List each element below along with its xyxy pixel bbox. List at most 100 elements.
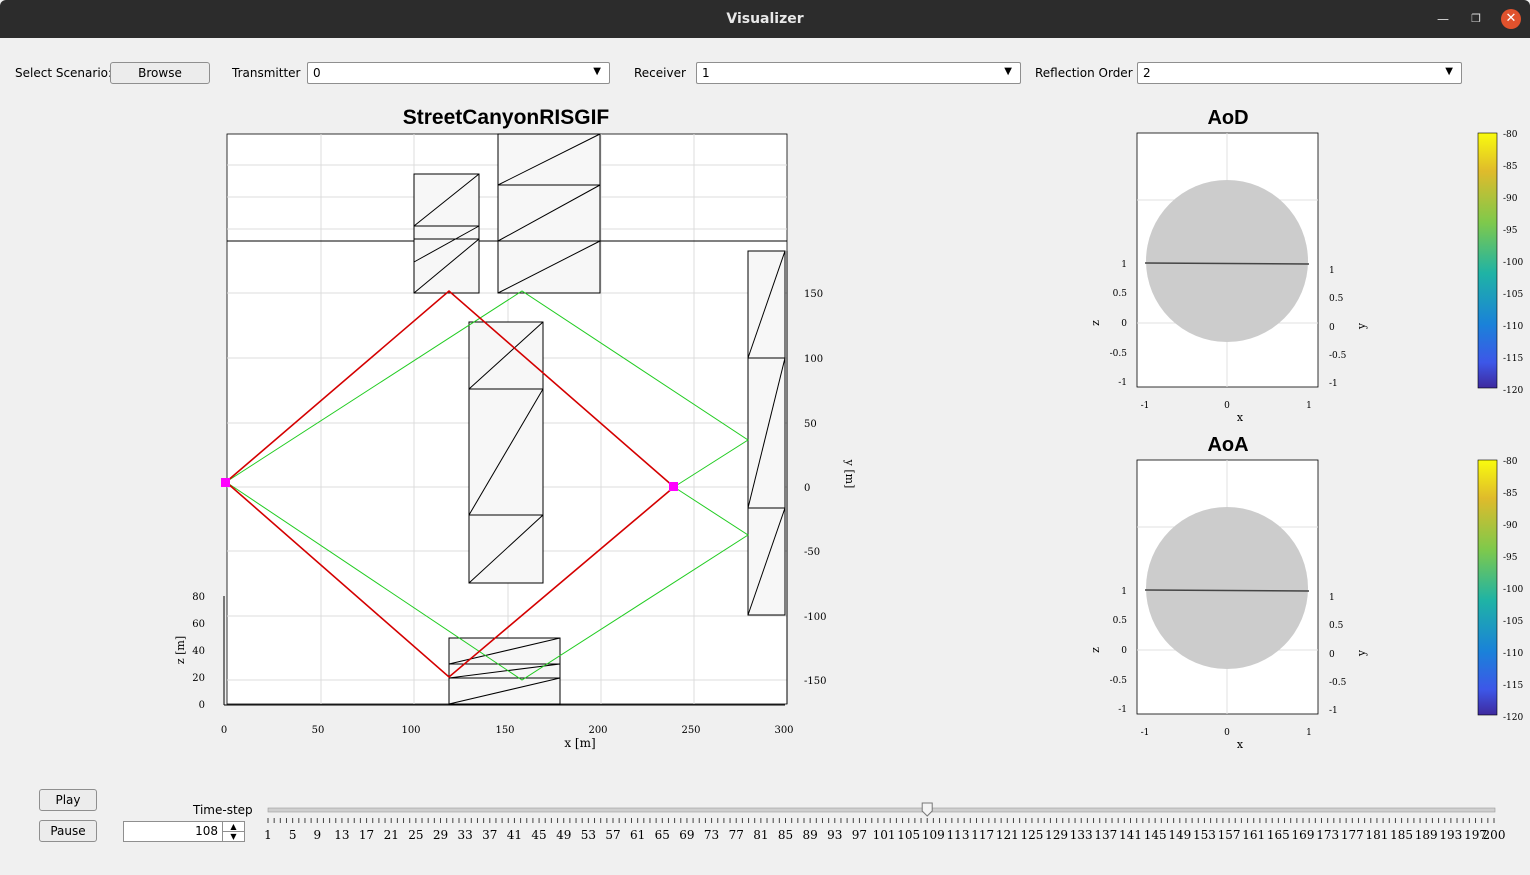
slider-tick-label: 9 xyxy=(313,828,321,842)
slider-thumb[interactable] xyxy=(921,802,933,817)
svg-text:-90: -90 xyxy=(1503,194,1518,204)
svg-text:-1: -1 xyxy=(1141,401,1150,411)
svg-text:-1: -1 xyxy=(1329,379,1338,389)
slider-tick-label: 121 xyxy=(996,828,1019,842)
svg-text:-100: -100 xyxy=(804,612,826,623)
receiver-dropdown[interactable]: 1 ▼ xyxy=(696,62,1021,84)
svg-text:80: 80 xyxy=(192,592,205,603)
transmitter-dropdown[interactable]: 0 ▼ xyxy=(307,62,610,84)
aod-x-ticks: -1 0 1 xyxy=(1141,401,1312,411)
aoa-x-label: x xyxy=(1237,738,1244,751)
slider-tick-marks xyxy=(267,818,1495,823)
svg-text:-80: -80 xyxy=(1503,130,1518,140)
slider-tick-label: 89 xyxy=(803,828,818,842)
svg-text:0: 0 xyxy=(1329,650,1335,660)
slider-tick-label: 53 xyxy=(581,828,596,842)
svg-text:-120: -120 xyxy=(1503,386,1523,396)
svg-text:60: 60 xyxy=(192,619,205,630)
svg-text:-100: -100 xyxy=(1503,258,1523,268)
aoa-z-label: z xyxy=(1089,647,1102,653)
timestep-spinbox[interactable]: 108 ▲ ▼ xyxy=(123,821,245,842)
y-axis-label: y [m] xyxy=(843,459,856,489)
svg-text:0.5: 0.5 xyxy=(1329,621,1344,631)
svg-text:-0.5: -0.5 xyxy=(1110,676,1128,686)
spin-up-icon[interactable]: ▲ xyxy=(222,822,244,832)
svg-text:0: 0 xyxy=(221,725,227,736)
slider-tick-label: 105 xyxy=(897,828,920,842)
aoa-colorbar: -80 -85 -90 -95 -100 -105 -110 -115 -120 xyxy=(1477,457,1523,723)
aoa-sphere xyxy=(1146,507,1308,669)
slider-tick-label: 1 xyxy=(264,828,272,842)
svg-text:-1: -1 xyxy=(1329,706,1338,716)
aoa-plot[interactable]: AoA -1 0 1 x 1 0.5 0 -0.5 -1 z 1 0.5 0 -… xyxy=(1089,434,1368,751)
x-axis-ticks: 0 50 100 150 200 250 300 xyxy=(221,725,794,736)
svg-text:-115: -115 xyxy=(1503,354,1523,364)
select-scenario-label: Select Scenario: xyxy=(15,66,113,80)
minimize-icon[interactable]: — xyxy=(1437,12,1449,26)
receiver-node[interactable] xyxy=(669,482,678,491)
svg-text:-0.5: -0.5 xyxy=(1329,351,1347,361)
svg-text:150: 150 xyxy=(804,289,823,300)
slider-tick-labels: 1 5 9 13 17 21 25 29 33 37 41 45 49 53 57 61 65 69 73 77 81 8… xyxy=(264,828,1505,842)
slider-tick-label: 81 xyxy=(753,828,768,842)
transmitter-value: 0 xyxy=(313,66,321,80)
slider-tick-label: 109 xyxy=(922,828,945,842)
slider-tick-label: 13 xyxy=(334,828,349,842)
slider-tick-label: 21 xyxy=(384,828,399,842)
slider-track[interactable] xyxy=(267,807,1496,813)
svg-text:0: 0 xyxy=(1224,728,1230,738)
main-plot[interactable]: StreetCanyonRISGIF xyxy=(174,106,856,750)
slider-tick-label: 165 xyxy=(1267,828,1290,842)
first-order-paths xyxy=(225,289,675,679)
reflection-order-dropdown[interactable]: 2 ▼ xyxy=(1137,62,1462,84)
slider-tick-label: 17 xyxy=(359,828,374,842)
svg-text:0: 0 xyxy=(804,483,810,494)
aoa-x-ticks: -1 0 1 xyxy=(1141,728,1312,738)
svg-text:-105: -105 xyxy=(1503,617,1523,627)
slider-tick-label: 101 xyxy=(873,828,896,842)
timestep-slider[interactable]: 1 5 9 13 17 21 25 29 33 37 41 45 49 53 57 61 65 69 73 77 81 8… xyxy=(264,802,1505,842)
svg-text:100: 100 xyxy=(401,725,420,736)
aoa-y-ticks: 1 0.5 0 -0.5 -1 xyxy=(1329,593,1347,716)
svg-text:0: 0 xyxy=(1329,323,1335,333)
svg-text:-90: -90 xyxy=(1503,521,1518,531)
browse-button[interactable]: Browse xyxy=(110,62,210,84)
svg-text:-95: -95 xyxy=(1503,226,1518,236)
spin-down-icon[interactable]: ▼ xyxy=(222,832,244,842)
close-icon[interactable]: ✕ xyxy=(1501,9,1521,29)
svg-text:20: 20 xyxy=(192,673,205,684)
svg-text:0.5: 0.5 xyxy=(1113,616,1128,626)
svg-text:-1: -1 xyxy=(1141,728,1150,738)
slider-tick-label: 193 xyxy=(1439,828,1462,842)
slider-tick-label: 137 xyxy=(1094,828,1117,842)
svg-text:100: 100 xyxy=(804,354,823,365)
aod-sphere xyxy=(1146,180,1308,342)
receiver-label: Receiver xyxy=(634,66,686,80)
aoa-plot-title: AoA xyxy=(1207,434,1248,456)
window-title: Visualizer xyxy=(726,11,804,27)
aod-z-ticks: 1 0.5 0 -0.5 -1 xyxy=(1110,260,1128,388)
svg-text:250: 250 xyxy=(681,725,700,736)
svg-text:-120: -120 xyxy=(1503,713,1523,723)
slider-tick-label: 177 xyxy=(1341,828,1364,842)
play-button[interactable]: Play xyxy=(39,789,97,811)
svg-text:-0.5: -0.5 xyxy=(1329,678,1347,688)
svg-text:-150: -150 xyxy=(804,676,826,687)
slider-tick-label: 169 xyxy=(1292,828,1315,842)
slider-tick-label: 200 xyxy=(1483,828,1506,842)
pause-button[interactable]: Pause xyxy=(39,820,97,842)
aod-plot[interactable]: AoD -1 0 1 x 1 0.5 0 -0.5 -1 z 1 0.5 0 -… xyxy=(1089,107,1368,424)
slider-tick-label: 77 xyxy=(729,828,744,842)
slider-tick-label: 117 xyxy=(971,828,994,842)
slider-tick-label: 93 xyxy=(827,828,842,842)
transmitter-node[interactable] xyxy=(221,478,230,487)
slider-tick-label: 149 xyxy=(1168,828,1191,842)
slider-tick-label: 185 xyxy=(1390,828,1413,842)
svg-text:0: 0 xyxy=(1121,319,1127,329)
dropdown-arrow-icon: ▼ xyxy=(593,66,601,77)
maximize-icon[interactable]: ❐ xyxy=(1471,12,1481,25)
svg-text:150: 150 xyxy=(495,725,514,736)
aoa-z-ticks: 1 0.5 0 -0.5 -1 xyxy=(1110,587,1128,715)
svg-text:0: 0 xyxy=(1224,401,1230,411)
